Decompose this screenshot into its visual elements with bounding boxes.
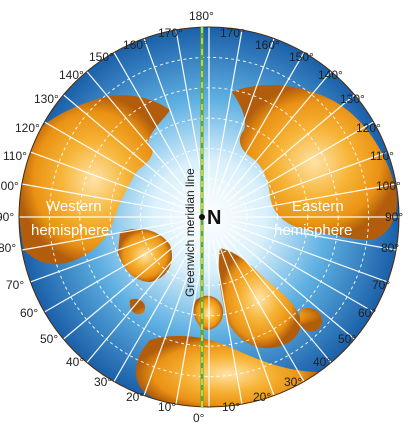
- longitude-line: [231, 220, 397, 251]
- lon-label-right: 50°: [338, 332, 356, 346]
- graticule: [19, 27, 399, 407]
- lon-label-right: 60°: [358, 306, 376, 320]
- eastern-hemisphere-label-line2: hemisphere: [274, 222, 352, 239]
- lon-label-right: 30°: [284, 375, 302, 389]
- lon-label-right: 100°: [376, 179, 401, 193]
- longitude-line: [228, 227, 374, 313]
- lon-label-left: 60°: [20, 306, 38, 320]
- landmass-africa: [135, 335, 320, 407]
- lon-label-right: 140°: [318, 68, 343, 82]
- longitude-line: [219, 52, 305, 198]
- lon-label-right: 70°: [372, 278, 390, 292]
- lon-label-left: 80°: [0, 241, 16, 255]
- lon-label-left: 140°: [59, 68, 84, 82]
- longitude-line: [230, 151, 388, 210]
- lon-label-left: 120°: [15, 121, 40, 135]
- longitude-line: [44, 121, 190, 207]
- lon-label-right: 150°: [289, 50, 314, 64]
- north-pole-label: N: [207, 207, 221, 229]
- longitude-line: [21, 183, 187, 214]
- lon-label-left: 30°: [94, 375, 112, 389]
- western-hemisphere-label-line1: Western: [46, 198, 102, 215]
- longitude-line: [44, 227, 190, 313]
- longitude-line: [143, 238, 202, 396]
- lon-label-left: 110°: [3, 149, 27, 163]
- longitude-line: [21, 220, 187, 251]
- lon-label-right: 40°: [313, 355, 331, 369]
- landmass-asia: [232, 85, 397, 240]
- lon-label-left: 100°: [0, 179, 19, 193]
- lon-label-left: 90°: [0, 210, 14, 224]
- longitude-line: [63, 231, 192, 340]
- western-hemisphere-label-line2: hemisphere: [31, 222, 109, 239]
- longitude-line: [216, 38, 275, 196]
- lon-label-left: 40°: [66, 355, 84, 369]
- lon-label-left: 50°: [40, 332, 58, 346]
- landmass-greenland: [118, 228, 172, 282]
- longitude-line: [30, 151, 188, 210]
- longitude-labels: 180° 170° 160° 150° 140° 130° 120° 110° …: [0, 9, 403, 424]
- lon-label-right: 170°: [220, 26, 245, 40]
- lon-label-left: 70°: [6, 278, 24, 292]
- lon-label-right: 20°: [253, 390, 271, 404]
- lon-label-left: 170°: [158, 26, 183, 40]
- longitude-line: [30, 224, 188, 283]
- longitude-line: [228, 121, 374, 207]
- eastern-hemisphere-label-line1: Eastern: [292, 198, 344, 215]
- longitude-line: [216, 238, 275, 396]
- longitude-line: [143, 38, 202, 196]
- longitude-line: [231, 183, 397, 214]
- longitude-line: [86, 234, 195, 363]
- lon-label-right: 90°: [385, 210, 403, 224]
- longitude-line: [175, 29, 206, 195]
- lon-label-left: 160°: [123, 38, 148, 52]
- lon-label-left: 0°: [193, 411, 205, 424]
- longitude-line: [113, 52, 199, 198]
- north-pole-dot: [199, 214, 205, 220]
- lon-label-left: 180°: [189, 9, 214, 23]
- land-masses: [19, 85, 397, 407]
- lon-label-right: 110°: [370, 149, 394, 163]
- lon-label-right: 120°: [356, 121, 381, 135]
- longitude-line: [223, 71, 332, 200]
- greenwich-meridian-label: Greenwich meridian line: [183, 168, 197, 297]
- globe-rim: [18, 26, 400, 408]
- longitude-line: [63, 94, 192, 203]
- lon-label-right: 130°: [340, 92, 365, 106]
- lon-label-right: 160°: [255, 38, 280, 52]
- longitude-line: [223, 234, 332, 363]
- longitude-line: [226, 231, 355, 340]
- longitude-line: [212, 29, 243, 195]
- longitude-line: [212, 239, 243, 405]
- lon-label-right: 80°: [381, 241, 399, 255]
- landmass-europe: [218, 248, 301, 349]
- longitude-line: [86, 71, 195, 200]
- lon-label-left: 10°: [158, 400, 176, 414]
- longitude-line: [226, 94, 355, 203]
- lon-label-right: 10°: [222, 400, 240, 414]
- longitude-line: [113, 236, 199, 382]
- landmass-north-america: [19, 95, 170, 265]
- longitude-line: [219, 236, 305, 382]
- lon-label-left: 20°: [126, 390, 144, 404]
- longitude-line: [230, 224, 388, 283]
- lon-label-left: 150°: [89, 50, 114, 64]
- longitude-line: [175, 239, 206, 405]
- lon-label-left: 130°: [34, 92, 59, 106]
